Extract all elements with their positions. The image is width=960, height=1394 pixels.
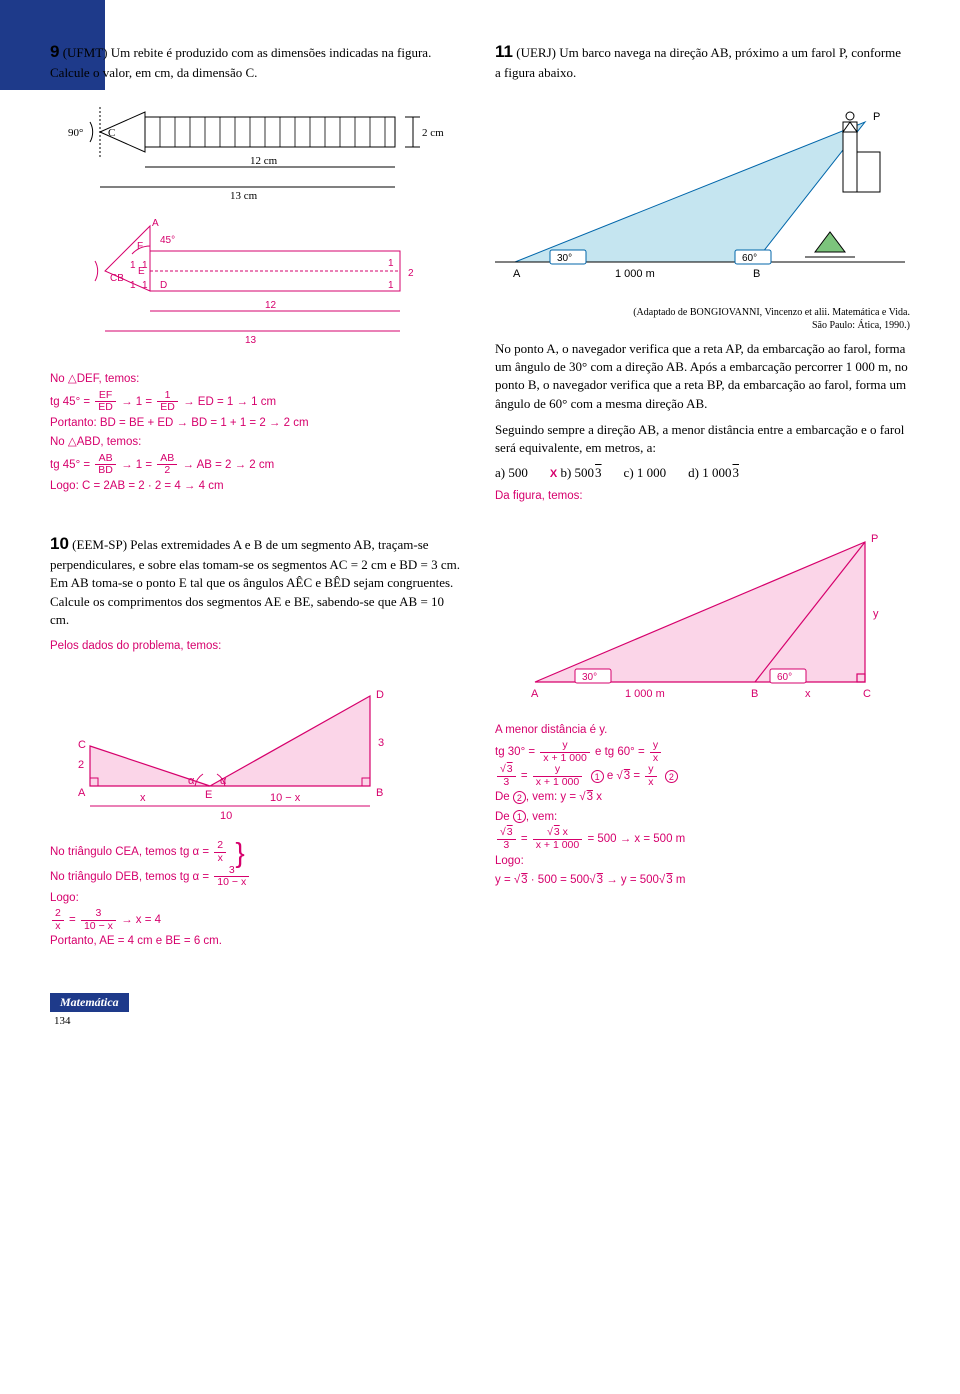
svg-text:D: D: [376, 689, 384, 701]
q11-sol-l6: √33 = √3 xx + 1 000 = 500 → x = 500 m: [495, 827, 910, 851]
svg-text:2 cm: 2 cm: [422, 127, 444, 139]
svg-text:45°: 45°: [160, 235, 175, 246]
q11-sol-l5: De 1, vem:: [495, 808, 910, 828]
svg-text:1: 1: [130, 260, 136, 271]
q10-sol-l2: No triângulo DEB, temos tg α = 310 − x: [50, 865, 465, 889]
q11-sol-l8: y = √3 · 500 = 500√3 → y = 500√3 m: [495, 871, 910, 891]
svg-text:C: C: [108, 127, 115, 139]
svg-text:D: D: [160, 280, 167, 291]
svg-text:1: 1: [388, 280, 394, 291]
q11-figure-2: 30° 60° P y A B C 1 000 m x: [495, 517, 910, 711]
q9-sol-l4: No △ABD, temos:: [50, 433, 465, 453]
q11-opt-b: X b) 5003: [550, 465, 602, 481]
q9-number: 9: [50, 42, 59, 61]
q10-sol-l4: 2x = 310 − x → x = 4: [50, 908, 465, 932]
q10-sol-l3: Logo:: [50, 889, 465, 909]
svg-text:A: A: [513, 268, 521, 280]
q11-solution: A menor distância é y. tg 30° = yx + 1 0…: [495, 721, 910, 891]
svg-text:1: 1: [142, 260, 148, 271]
q11-sol-l7: Logo:: [495, 852, 910, 872]
q9-sol-l2: tg 45° = EFED → 1 = 1ED → ED = 1 → 1 cm: [50, 390, 465, 414]
q9-sol-l6: Logo: C = 2AB = 2 · 2 = 4 → 4 cm: [50, 477, 465, 497]
svg-text:α: α: [220, 775, 227, 787]
q11-para2: Seguindo sempre a direção AB, a menor di…: [495, 421, 910, 457]
svg-text:60°: 60°: [742, 253, 757, 264]
q11-para: No ponto A, o navegador verifica que a r…: [495, 340, 910, 413]
subject-label: Matemática: [50, 993, 129, 1012]
page-footer: Matemática 134: [50, 993, 129, 1028]
svg-text:B: B: [376, 787, 383, 799]
q10-text: 10 (EEM-SP) Pelas extremidades A e B de …: [50, 532, 465, 629]
svg-text:x: x: [140, 792, 146, 804]
q10-sol-l1: No triângulo CEA, temos tg α = 2x }: [50, 840, 465, 864]
svg-text:F: F: [137, 241, 143, 252]
q9-figure-1: 90° C 2 cm 12 cm 13 cm: [50, 92, 465, 206]
q9-figure-2: A F 45° 1 E 1 CB 1 1 D 1 1 2 12 13: [50, 216, 465, 360]
svg-text:90°: 90°: [68, 127, 83, 139]
svg-text:A: A: [152, 218, 159, 229]
svg-text:α: α: [188, 775, 195, 787]
q11-body: (UERJ) Um barco navega na direção AB, pr…: [495, 45, 901, 80]
q11-number: 11: [495, 42, 513, 61]
svg-text:CB: CB: [110, 273, 124, 284]
page-number: 134: [50, 1015, 71, 1027]
q10-body: (EEM-SP) Pelas extremidades A e B de um …: [50, 537, 460, 626]
left-column: 9 (UFMT) Um rebite é produzido com as di…: [50, 40, 465, 958]
q10-sol-intro: Pelos dados do problema, temos:: [50, 637, 465, 657]
svg-text:13 cm: 13 cm: [230, 190, 258, 202]
svg-text:A: A: [531, 688, 539, 700]
q9-sol-l3: Portanto: BD = BE + ED → BD = 1 + 1 = 2 …: [50, 414, 465, 434]
svg-text:12 cm: 12 cm: [250, 155, 278, 167]
q9-sol-l5: tg 45° = ABBD → 1 = AB2 → AB = 2 → 2 cm: [50, 453, 465, 477]
right-column: 11 (UERJ) Um barco navega na direção AB,…: [495, 40, 910, 958]
svg-text:1: 1: [130, 280, 136, 291]
q11-sol-l3: √33 = yx + 1 000 1 e √3 = yx 2: [495, 764, 910, 788]
svg-text:A: A: [78, 787, 86, 799]
q11-opt-a: a) 500: [495, 465, 528, 481]
q11-citation: (Adaptado de BONGIOVANNI, Vincenzo et al…: [495, 306, 910, 332]
svg-text:1: 1: [388, 258, 394, 269]
svg-text:3: 3: [378, 737, 384, 749]
svg-text:10 − x: 10 − x: [270, 792, 301, 804]
svg-text:30°: 30°: [557, 253, 572, 264]
q10-solution: No triângulo CEA, temos tg α = 2x } No t…: [50, 840, 465, 951]
q9-solution: No △DEF, temos: tg 45° = EFED → 1 = 1ED …: [50, 370, 465, 496]
svg-text:2: 2: [408, 268, 414, 279]
svg-text:2: 2: [78, 759, 84, 771]
svg-text:60°: 60°: [777, 672, 792, 683]
q10-sol-l5: Portanto, AE = 4 cm e BE = 6 cm.: [50, 932, 465, 952]
svg-text:1 000 m: 1 000 m: [625, 688, 665, 700]
svg-text:C: C: [78, 739, 86, 751]
svg-text:C: C: [863, 688, 871, 700]
q11-figure-1: 30° 60° P A B 1 000 m: [495, 92, 910, 296]
svg-text:y: y: [873, 608, 879, 620]
q11-sol-l1: A menor distância é y.: [495, 721, 910, 741]
svg-text:x: x: [805, 688, 811, 700]
q9-text: 9 (UFMT) Um rebite é produzido com as di…: [50, 40, 465, 82]
svg-text:1 000 m: 1 000 m: [615, 268, 655, 280]
q10-number: 10: [50, 534, 69, 553]
svg-text:E: E: [205, 789, 212, 801]
svg-text:P: P: [871, 533, 878, 545]
q11-text: 11 (UERJ) Um barco navega na direção AB,…: [495, 40, 910, 82]
svg-text:12: 12: [265, 300, 277, 311]
q9-sol-l1: No △DEF, temos:: [50, 370, 465, 390]
svg-text:30°: 30°: [582, 672, 597, 683]
q11-sol-l2: tg 30° = yx + 1 000 e tg 60° = yx: [495, 740, 910, 764]
q11-opt-d: d) 1 0003: [688, 465, 739, 481]
q11-sol-l4: De 2, vem: y = √3 x: [495, 788, 910, 808]
svg-text:B: B: [751, 688, 758, 700]
svg-text:1: 1: [142, 280, 148, 291]
q11-options: a) 500 X b) 5003 c) 1 000 d) 1 0003: [495, 465, 910, 481]
svg-text:B: B: [753, 268, 760, 280]
q11-opt-c: c) 1 000: [624, 465, 667, 481]
q11-sol-intro: Da figura, temos:: [495, 487, 910, 507]
svg-text:P: P: [873, 111, 880, 123]
q9-body: (UFMT) Um rebite é produzido com as dime…: [50, 45, 431, 80]
svg-text:13: 13: [245, 335, 257, 346]
svg-text:10: 10: [220, 810, 232, 822]
q10-figure: C D A B E 2 3 α α x 10 − x 10: [50, 666, 465, 830]
